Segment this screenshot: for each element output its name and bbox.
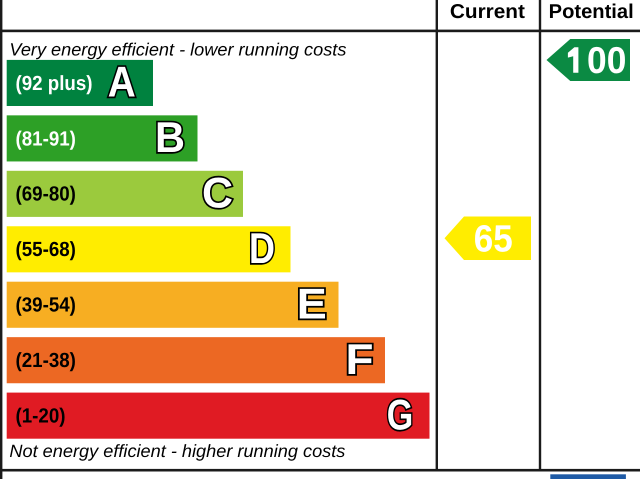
svg-text:(69-80): (69-80)	[16, 183, 76, 206]
svg-text:D: D	[249, 225, 275, 273]
svg-text:G: G	[387, 391, 414, 439]
svg-text:(81-91): (81-91)	[16, 127, 76, 150]
svg-text:Very energy efficient - lower: Very energy efficient - lower running co…	[9, 39, 346, 59]
svg-text:C: C	[202, 170, 233, 218]
svg-text:F: F	[346, 336, 374, 384]
svg-text:00: 00	[587, 39, 626, 81]
svg-text:(21-38): (21-38)	[16, 349, 76, 372]
svg-text:Current: Current	[450, 1, 525, 23]
svg-text:(39-54): (39-54)	[16, 294, 76, 317]
svg-text:(92 plus): (92 plus)	[16, 72, 93, 95]
svg-text:(55-68): (55-68)	[16, 238, 76, 261]
svg-text:Not energy efficient - higher: Not energy efficient - higher running co…	[9, 441, 345, 461]
svg-text:(1-20): (1-20)	[16, 405, 66, 428]
svg-text:E: E	[297, 281, 327, 329]
svg-text:Potential: Potential	[549, 1, 634, 23]
svg-text:B: B	[155, 114, 185, 162]
svg-text:A: A	[108, 59, 136, 107]
svg-text:65: 65	[474, 219, 513, 261]
